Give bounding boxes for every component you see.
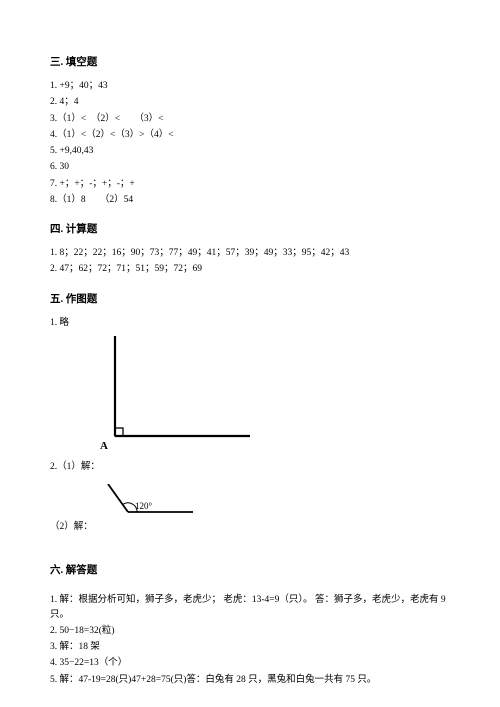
s4-line: 1. 8；22；22；16；90；73；77；49；41；57；39；49；33…: [50, 246, 450, 260]
section-6-heading: 六. 解答题: [50, 562, 450, 577]
s6-line: 4. 35−22=13（个）: [50, 656, 450, 670]
s6-line: 2. 50−18=32(粒): [50, 624, 450, 638]
s5-line-3-row: （2）解： 120°: [50, 484, 450, 534]
s3-line: 1. +9；40；43: [50, 79, 450, 93]
s5-line-1: 1. 略: [50, 316, 450, 330]
section-5-heading: 五. 作图题: [50, 291, 450, 306]
s4-line: 2. 47；62；72；71；51；59；72；69: [50, 262, 450, 276]
section-3-heading: 三. 填空题: [50, 54, 450, 69]
s5-line-2: 2.（1）解：: [50, 460, 450, 474]
right-angle-diagram: A: [90, 336, 450, 454]
s6-line: 1. 解：根据分析可知，狮子多，老虎少； 老虎：13-4=9（只）。 答：狮子多…: [50, 593, 450, 622]
s3-line: 7. +；+；-；+；-；+: [50, 177, 450, 191]
section-4-heading: 四. 计算题: [50, 221, 450, 236]
s3-line: 5. +9,40,43: [50, 144, 450, 158]
s5-line-2-prefix: 2.（1）解：: [50, 460, 100, 474]
s6-line: 5. 解：47-19=28(只)47+28=75(只)答：白兔有 28 只，黑兔…: [50, 673, 450, 687]
label-a: A: [100, 440, 108, 451]
s3-line: 6. 30: [50, 160, 450, 174]
s3-line: 4.（1）<（2）<（3）>（4）<: [50, 128, 450, 142]
s5-line-3-prefix: （2）解：: [50, 520, 93, 534]
s3-line: 2. 4；4: [50, 95, 450, 109]
s6-line: 3. 解：18 架: [50, 640, 450, 654]
s3-line: 3.（1）< （2）< （3）<: [50, 112, 450, 126]
angle-label: 120°: [135, 501, 153, 511]
angle-diagram: 120°: [103, 484, 193, 534]
s3-line: 8.（1）8 （2）54: [50, 193, 450, 207]
